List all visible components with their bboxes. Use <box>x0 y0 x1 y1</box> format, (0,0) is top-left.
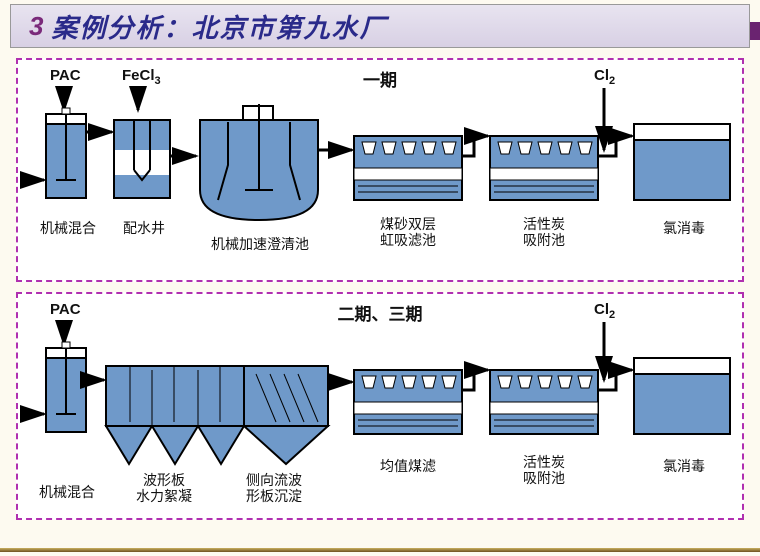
p2-s2a: 波形板 水力絮凝 <box>114 472 214 504</box>
p1-s6: 氯消毒 <box>642 220 726 236</box>
p1-s3: 机械加速澄清池 <box>196 236 324 252</box>
phase1-diagram <box>18 60 746 284</box>
p2-s6: 氯消毒 <box>642 458 726 474</box>
title-text: 案例分析：北京市第九水厂 <box>51 8 387 45</box>
footer-divider <box>0 548 760 552</box>
p1-s1: 机械混合 <box>36 220 100 236</box>
p2-s2b: 侧向流波 形板沉淀 <box>224 472 324 504</box>
p2-s5: 活性炭 吸附池 <box>498 454 590 486</box>
phase2-frame: 二期、三期 PAC Cl2 <box>16 292 744 520</box>
p2-s1: 机械混合 <box>32 484 102 500</box>
p2-s4: 均值煤滤 <box>358 458 458 474</box>
p1-s4: 煤砂双层 虹吸滤池 <box>358 216 458 248</box>
phase1-frame: 一期 PAC FeCl3 Cl2 <box>16 58 744 282</box>
p1-s5: 活性炭 吸附池 <box>498 216 590 248</box>
title-bar: 3 案例分析：北京市第九水厂 <box>10 4 750 48</box>
p1-s2: 配水井 <box>114 220 174 236</box>
title-number: 3 <box>29 11 43 42</box>
